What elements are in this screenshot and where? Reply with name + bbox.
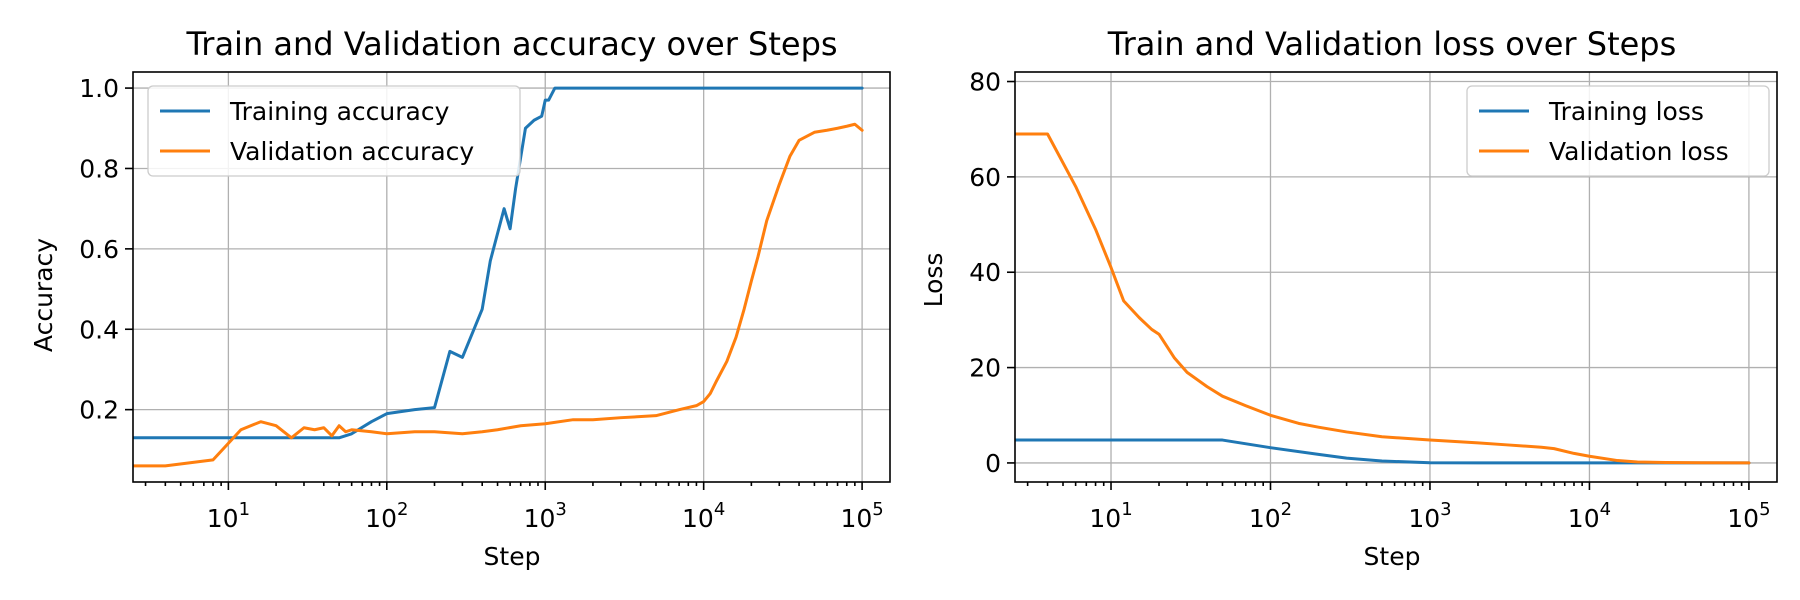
loss-x-tick-label: 103: [1408, 499, 1451, 533]
accuracy-chart: Train and Validation accuracy over Steps…: [29, 25, 891, 571]
accuracy-legend-label: Validation accuracy: [230, 137, 474, 166]
loss-plot-frame: [1014, 71, 1778, 483]
loss-legend-label: Training loss: [1548, 97, 1704, 126]
loss-chart-title: Train and Validation loss over Steps: [1107, 25, 1677, 63]
loss-y-axis-label: Loss: [919, 253, 948, 308]
accuracy-y-axis-label: Accuracy: [29, 238, 58, 352]
loss-legend-label: Validation loss: [1549, 137, 1729, 166]
loss-ticks: 101 102 103 104 105 0 20 40 60 80: [969, 68, 1770, 533]
accuracy-legend-box: [147, 85, 521, 177]
accuracy-chart-title: Train and Validation accuracy over Steps: [185, 25, 837, 63]
accuracy-y-tick-label: 0.2: [79, 396, 119, 425]
loss-x-axis-label: Step: [1364, 542, 1421, 571]
loss-x-tick-label: 105: [1727, 499, 1770, 533]
accuracy-series-line-validation: [133, 122, 864, 468]
accuracy-ticks: 101 102 103 104 105 0.2 0.4 0.6 0.8 1.0: [79, 74, 884, 533]
loss-x-tick-label: 104: [1568, 499, 1611, 533]
accuracy-x-tick-label: 104: [682, 499, 725, 533]
loss-y-tick-label: 20: [969, 354, 1001, 383]
loss-y-tick-label: 40: [969, 258, 1001, 287]
accuracy-x-axis-label: Step: [484, 542, 541, 571]
accuracy-plot-frame: [132, 71, 891, 483]
loss-series-line-training: [1015, 438, 1751, 465]
loss-legend-box: [1466, 85, 1770, 177]
accuracy-y-tick-label: 0.6: [79, 235, 119, 264]
loss-series: [1015, 132, 1751, 465]
loss-series-line-validation: [1015, 132, 1751, 465]
accuracy-x-tick-label: 105: [840, 499, 883, 533]
accuracy-y-tick-label: 1.0: [79, 74, 119, 103]
accuracy-y-tick-label: 0.8: [79, 154, 119, 183]
loss-x-tick-label: 101: [1089, 499, 1132, 533]
accuracy-series-line-training: [133, 86, 864, 440]
loss-x-tick-label: 102: [1249, 499, 1292, 533]
accuracy-legend: Training accuracy Validation accuracy: [147, 85, 521, 177]
accuracy-x-tick-label: 103: [524, 499, 567, 533]
loss-y-tick-label: 0: [985, 449, 1001, 478]
accuracy-y-tick-label: 0.4: [79, 315, 119, 344]
accuracy-x-tick-label: 101: [207, 499, 250, 533]
accuracy-series: [133, 86, 864, 468]
loss-y-tick-label: 60: [969, 163, 1001, 192]
accuracy-legend-label: Training accuracy: [229, 97, 450, 126]
loss-y-tick-label: 80: [969, 68, 1001, 97]
loss-legend: Training loss Validation loss: [1466, 85, 1770, 177]
accuracy-x-tick-label: 102: [365, 499, 408, 533]
loss-chart: Train and Validation loss over Steps Ste…: [919, 25, 1778, 571]
